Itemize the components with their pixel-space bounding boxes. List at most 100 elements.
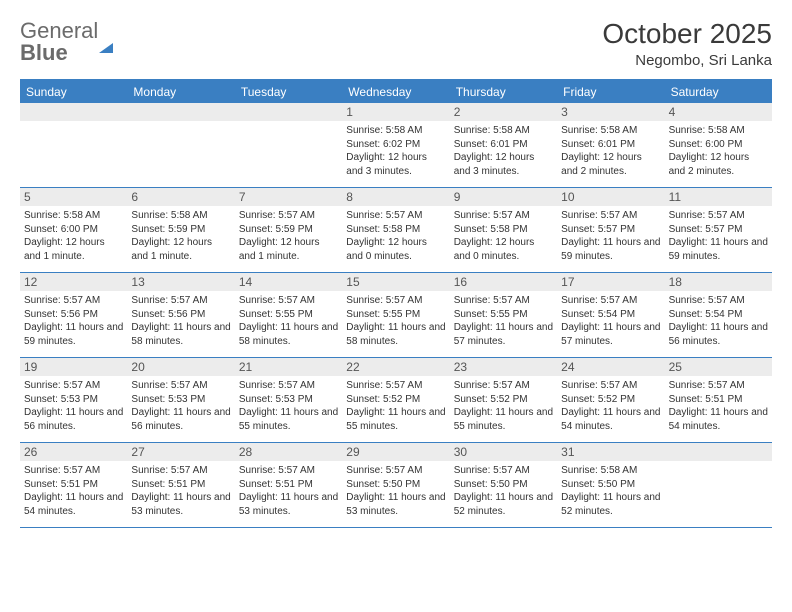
sunrise-line: Sunrise: 5:57 AM	[24, 379, 123, 393]
sunrise-line: Sunrise: 5:57 AM	[239, 379, 338, 393]
daylight-line: Daylight: 11 hours and 59 minutes.	[669, 236, 768, 263]
daylight-line: Daylight: 11 hours and 57 minutes.	[454, 321, 553, 348]
day-cell: 22Sunrise: 5:57 AMSunset: 5:52 PMDayligh…	[342, 358, 449, 442]
daylight-line: Daylight: 12 hours and 1 minute.	[131, 236, 230, 263]
day-cell: 26Sunrise: 5:57 AMSunset: 5:51 PMDayligh…	[20, 443, 127, 527]
day-number: 23	[450, 358, 557, 376]
day-info: Sunrise: 5:57 AMSunset: 5:51 PMDaylight:…	[239, 464, 338, 518]
day-cell: 14Sunrise: 5:57 AMSunset: 5:55 PMDayligh…	[235, 273, 342, 357]
day-info: Sunrise: 5:58 AMSunset: 5:50 PMDaylight:…	[561, 464, 660, 518]
sunrise-line: Sunrise: 5:57 AM	[346, 294, 445, 308]
day-cell: 18Sunrise: 5:57 AMSunset: 5:54 PMDayligh…	[665, 273, 772, 357]
sunrise-line: Sunrise: 5:57 AM	[346, 379, 445, 393]
day-number: 25	[665, 358, 772, 376]
day-info: Sunrise: 5:58 AMSunset: 6:01 PMDaylight:…	[561, 124, 660, 178]
week-row: 1Sunrise: 5:58 AMSunset: 6:02 PMDaylight…	[20, 103, 772, 188]
sunrise-line: Sunrise: 5:58 AM	[561, 464, 660, 478]
sunrise-line: Sunrise: 5:57 AM	[131, 379, 230, 393]
sunrise-line: Sunrise: 5:57 AM	[454, 209, 553, 223]
logo-text: General Blue	[20, 20, 113, 64]
day-info: Sunrise: 5:57 AMSunset: 5:52 PMDaylight:…	[561, 379, 660, 433]
sunrise-line: Sunrise: 5:57 AM	[346, 464, 445, 478]
day-number: 16	[450, 273, 557, 291]
day-info: Sunrise: 5:57 AMSunset: 5:56 PMDaylight:…	[24, 294, 123, 348]
sunrise-line: Sunrise: 5:57 AM	[561, 294, 660, 308]
day-cell: 17Sunrise: 5:57 AMSunset: 5:54 PMDayligh…	[557, 273, 664, 357]
sunrise-line: Sunrise: 5:57 AM	[561, 379, 660, 393]
day-info: Sunrise: 5:57 AMSunset: 5:50 PMDaylight:…	[346, 464, 445, 518]
sunset-line: Sunset: 5:50 PM	[454, 478, 553, 492]
sunrise-line: Sunrise: 5:57 AM	[239, 209, 338, 223]
week-row: 5Sunrise: 5:58 AMSunset: 6:00 PMDaylight…	[20, 188, 772, 273]
daylight-line: Daylight: 11 hours and 59 minutes.	[561, 236, 660, 263]
day-number: 12	[20, 273, 127, 291]
logo-text-2: Blue	[20, 40, 68, 65]
daylight-line: Daylight: 11 hours and 53 minutes.	[346, 491, 445, 518]
calendar: Sunday Monday Tuesday Wednesday Thursday…	[20, 79, 772, 528]
weekday-wednesday: Wednesday	[342, 81, 449, 103]
day-number: 29	[342, 443, 449, 461]
day-cell: 10Sunrise: 5:57 AMSunset: 5:57 PMDayligh…	[557, 188, 664, 272]
sunset-line: Sunset: 5:54 PM	[669, 308, 768, 322]
day-number	[665, 443, 772, 461]
day-number: 27	[127, 443, 234, 461]
day-info: Sunrise: 5:57 AMSunset: 5:55 PMDaylight:…	[239, 294, 338, 348]
daylight-line: Daylight: 12 hours and 3 minutes.	[346, 151, 445, 178]
day-number: 30	[450, 443, 557, 461]
day-number: 20	[127, 358, 234, 376]
sunrise-line: Sunrise: 5:57 AM	[561, 209, 660, 223]
day-cell: 19Sunrise: 5:57 AMSunset: 5:53 PMDayligh…	[20, 358, 127, 442]
day-number: 31	[557, 443, 664, 461]
sunrise-line: Sunrise: 5:58 AM	[24, 209, 123, 223]
day-info: Sunrise: 5:58 AMSunset: 5:59 PMDaylight:…	[131, 209, 230, 263]
day-number: 6	[127, 188, 234, 206]
day-cell: 6 Sunrise: 5:58 AMSunset: 5:59 PMDaylight…	[127, 188, 234, 272]
title-block: October 2025 Negombo, Sri Lanka	[602, 18, 772, 69]
day-number: 8	[342, 188, 449, 206]
day-cell	[20, 103, 127, 187]
weekday-header: Sunday Monday Tuesday Wednesday Thursday…	[20, 81, 772, 103]
day-info: Sunrise: 5:57 AMSunset: 5:55 PMDaylight:…	[346, 294, 445, 348]
day-number: 17	[557, 273, 664, 291]
sunset-line: Sunset: 5:51 PM	[24, 478, 123, 492]
day-cell: 24Sunrise: 5:57 AMSunset: 5:52 PMDayligh…	[557, 358, 664, 442]
daylight-line: Daylight: 11 hours and 56 minutes.	[24, 406, 123, 433]
sunset-line: Sunset: 5:57 PM	[561, 223, 660, 237]
day-cell: 28Sunrise: 5:57 AMSunset: 5:51 PMDayligh…	[235, 443, 342, 527]
day-cell: 31 Sunrise: 5:58 AMSunset: 5:50 PMDayligh…	[557, 443, 664, 527]
day-cell: 16Sunrise: 5:57 AMSunset: 5:55 PMDayligh…	[450, 273, 557, 357]
daylight-line: Daylight: 12 hours and 1 minute.	[239, 236, 338, 263]
sunset-line: Sunset: 5:50 PM	[346, 478, 445, 492]
logo: General Blue	[20, 18, 113, 64]
sunrise-line: Sunrise: 5:58 AM	[131, 209, 230, 223]
day-info: Sunrise: 5:57 AMSunset: 5:51 PMDaylight:…	[131, 464, 230, 518]
weekday-monday: Monday	[127, 81, 234, 103]
day-number	[235, 103, 342, 121]
day-info: Sunrise: 5:57 AMSunset: 5:58 PMDaylight:…	[454, 209, 553, 263]
day-number: 13	[127, 273, 234, 291]
sunset-line: Sunset: 6:02 PM	[346, 138, 445, 152]
sunset-line: Sunset: 5:55 PM	[239, 308, 338, 322]
sunrise-line: Sunrise: 5:57 AM	[24, 464, 123, 478]
sunset-line: Sunset: 6:00 PM	[24, 223, 123, 237]
day-info: Sunrise: 5:57 AMSunset: 5:59 PMDaylight:…	[239, 209, 338, 263]
daylight-line: Daylight: 11 hours and 55 minutes.	[346, 406, 445, 433]
sunset-line: Sunset: 5:56 PM	[131, 308, 230, 322]
sunset-line: Sunset: 5:51 PM	[131, 478, 230, 492]
sunrise-line: Sunrise: 5:57 AM	[454, 464, 553, 478]
day-info: Sunrise: 5:57 AMSunset: 5:56 PMDaylight:…	[131, 294, 230, 348]
sunset-line: Sunset: 5:59 PM	[239, 223, 338, 237]
sunset-line: Sunset: 5:56 PM	[24, 308, 123, 322]
day-number: 1	[342, 103, 449, 121]
sunset-line: Sunset: 5:55 PM	[346, 308, 445, 322]
sunset-line: Sunset: 5:53 PM	[131, 393, 230, 407]
sunrise-line: Sunrise: 5:57 AM	[24, 294, 123, 308]
day-cell: 3Sunrise: 5:58 AMSunset: 6:01 PMDaylight…	[557, 103, 664, 187]
week-row: 19Sunrise: 5:57 AMSunset: 5:53 PMDayligh…	[20, 358, 772, 443]
sunset-line: Sunset: 5:50 PM	[561, 478, 660, 492]
day-info: Sunrise: 5:58 AMSunset: 6:00 PMDaylight:…	[669, 124, 768, 178]
day-cell: 12 Sunrise: 5:57 AMSunset: 5:56 PMDayligh…	[20, 273, 127, 357]
day-cell: 27 Sunrise: 5:57 AMSunset: 5:51 PMDayligh…	[127, 443, 234, 527]
daylight-line: Daylight: 12 hours and 2 minutes.	[561, 151, 660, 178]
day-cell: 9Sunrise: 5:57 AMSunset: 5:58 PMDaylight…	[450, 188, 557, 272]
